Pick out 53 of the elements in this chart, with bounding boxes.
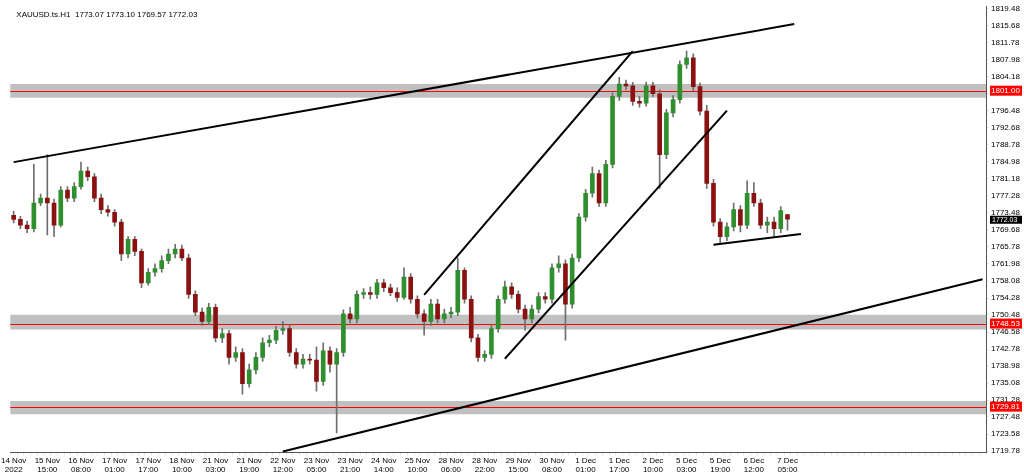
x-tick-label: 15 Nov 15:00 xyxy=(34,456,60,474)
x-tick-label: 29 Nov 15:00 xyxy=(505,456,532,474)
y-tick-label: 1784.98 xyxy=(991,156,1021,166)
x-tick-label: 1 Dec 01:00 xyxy=(575,456,597,474)
y-tick-label: 1773.48 xyxy=(991,208,1021,218)
y-tick-label: 1788.78 xyxy=(991,140,1021,150)
y-tick-label: 1765.78 xyxy=(991,242,1021,252)
y-tick-label: 1769.68 xyxy=(991,224,1021,234)
ref-line-label: 1748.53 xyxy=(991,318,1021,328)
x-tick-label: 21 Nov 03:00 xyxy=(202,456,229,474)
text: XAUUSD.ts.H1 1773.07 1773.10 1769.57 1772.03 xyxy=(16,10,198,19)
x-tick-label: 22 Nov 12:00 xyxy=(270,456,296,474)
x-tick-label: 5 Dec 19:00 xyxy=(709,456,731,474)
y-tick-label: 1819.48 xyxy=(991,3,1021,13)
ref-line-label: 1729.81 xyxy=(991,401,1021,411)
x-tick-label: 6 Dec 12:00 xyxy=(743,456,765,474)
x-tick-label: 17 Nov 17:00 xyxy=(135,456,161,474)
x-tick-label: 23 Nov 21:00 xyxy=(337,456,363,474)
y-tick-label: 1742.78 xyxy=(991,344,1021,354)
x-tick-label: 25 Nov 10:00 xyxy=(404,456,431,474)
y-tick-label: 1815.68 xyxy=(991,20,1021,30)
y-tick-label: 1723.58 xyxy=(991,429,1021,439)
x-tick-label: 28 Nov 22:00 xyxy=(472,456,498,474)
x-tick-label: 24 Nov 14:00 xyxy=(371,456,397,474)
y-tick-label: 1761.98 xyxy=(991,259,1021,269)
ref-line-label: 1801.00 xyxy=(991,85,1021,95)
y-tick-label: 1727.48 xyxy=(991,412,1021,422)
x-tick-label: 28 Nov 06:00 xyxy=(438,456,464,474)
y-tick-label: 1738.98 xyxy=(991,361,1021,371)
y-tick-label: 1750.48 xyxy=(991,310,1021,320)
y-tick-label: 1792.68 xyxy=(991,122,1021,132)
y-tick-label: 1746.58 xyxy=(991,327,1021,337)
x-tick-label: 18 Nov 10:00 xyxy=(169,456,195,474)
x-tick-label: 5 Dec 03:00 xyxy=(676,456,698,474)
y-tick-label: 1796.48 xyxy=(991,105,1021,115)
x-tick-label: 30 Nov 08:00 xyxy=(539,456,565,474)
y-tick-label: 1777.28 xyxy=(991,191,1021,201)
y-tick-label: 1807.98 xyxy=(991,54,1021,64)
y-tick-label: 1811.78 xyxy=(991,38,1020,48)
y-tick-label: 1735.08 xyxy=(991,378,1021,388)
x-tick-label: 2 Dec 10:00 xyxy=(642,456,664,474)
y-tick-label: 1719.78 xyxy=(991,446,1021,456)
y-tick-label: 1758.08 xyxy=(991,276,1021,286)
x-tick-label: 16 Nov 08:00 xyxy=(68,456,94,474)
x-tick-label: 17 Nov 01:00 xyxy=(101,456,128,474)
y-tick-label: 1804.18 xyxy=(991,71,1021,81)
x-tick-label: 21 Nov 19:00 xyxy=(236,456,262,474)
y-tick-label: 1781.18 xyxy=(991,173,1021,183)
y-tick-label: 1754.28 xyxy=(991,293,1021,303)
x-tick-label: 7 Dec 05:00 xyxy=(777,456,799,474)
x-tick-label: 14 Nov 2022 xyxy=(0,456,27,474)
x-tick-label: 23 Nov 05:00 xyxy=(303,456,330,474)
x-tick-label: 1 Dec 17:00 xyxy=(608,456,630,474)
